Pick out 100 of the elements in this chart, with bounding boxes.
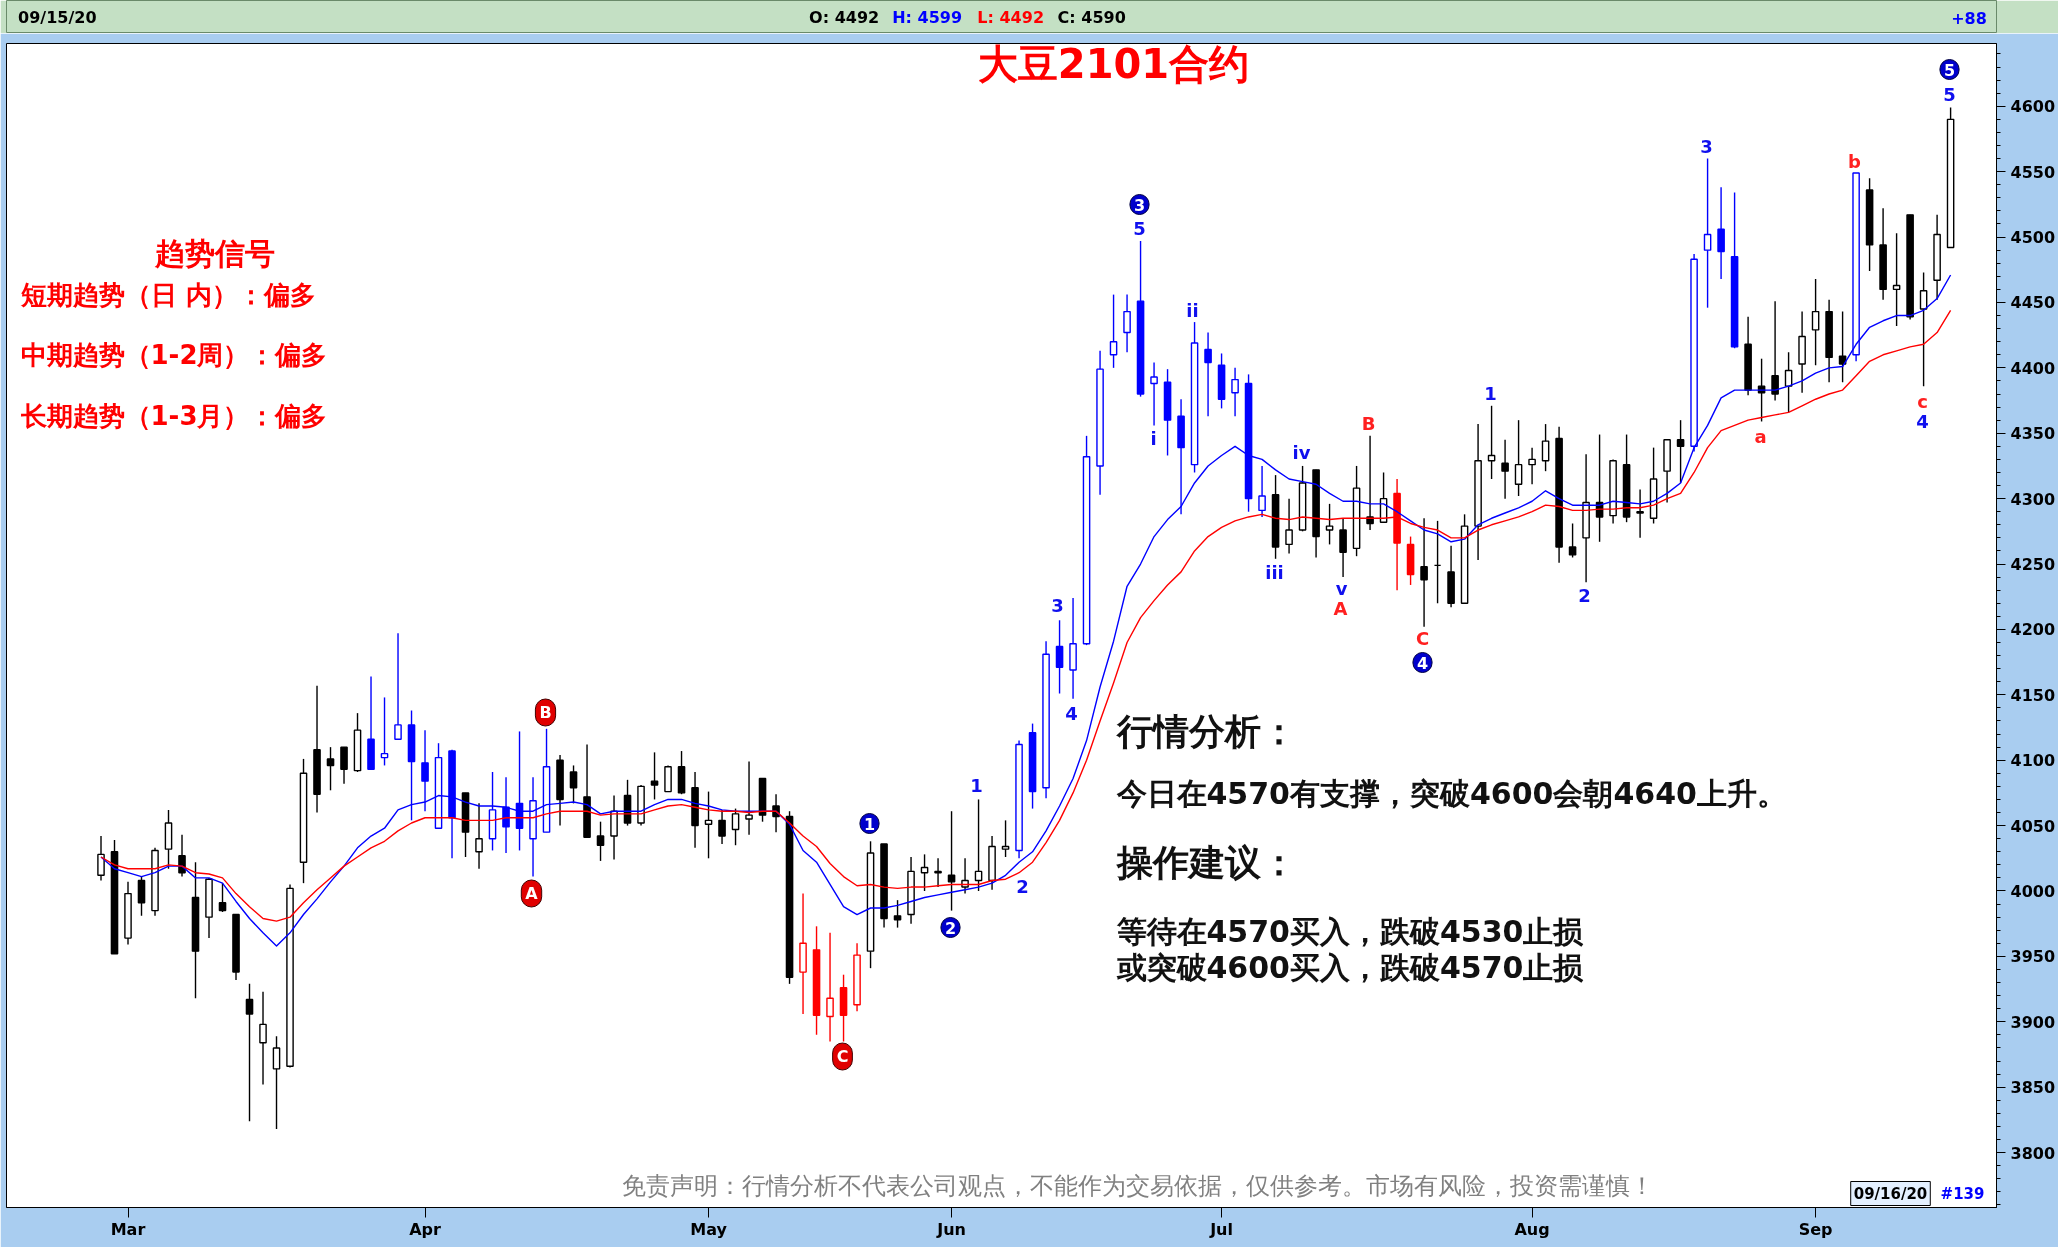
- annotation: 趋势信号: [153, 236, 275, 271]
- candlestick: [1568, 522, 1577, 559]
- candlestick: [1771, 300, 1779, 402]
- x-tick-label: Jun: [936, 1219, 966, 1239]
- candlestick: [1636, 488, 1644, 539]
- candlestick: [1528, 446, 1536, 485]
- candlestick: [394, 632, 402, 740]
- annotation: 2: [1578, 585, 1591, 606]
- text: O: 4492: [809, 8, 880, 27]
- annotation: c: [1917, 391, 1928, 412]
- annotation: 5: [1943, 84, 1956, 105]
- candlestick: [272, 1035, 281, 1130]
- candlestick: [1055, 619, 1064, 695]
- candlestick: [1811, 278, 1820, 366]
- candlestick: [974, 798, 983, 892]
- candlestick: [1204, 331, 1212, 417]
- candlestick: [1231, 367, 1239, 417]
- annotation: #139: [1940, 1184, 1985, 1203]
- y-tick-label: 4550: [2010, 162, 2056, 182]
- text: C: 4590: [1057, 8, 1126, 27]
- annotation: a: [1754, 426, 1767, 447]
- annotation: C: [1415, 628, 1430, 649]
- candlestick: [475, 802, 483, 870]
- y-tick-label: 4200: [2010, 620, 2056, 640]
- y-tick-label: 4450: [2010, 293, 2056, 313]
- candlestick: [1109, 293, 1118, 369]
- candlestick: [1892, 232, 1901, 327]
- x-tick-label: Aug: [1514, 1219, 1550, 1239]
- annotation: 3: [1133, 195, 1146, 215]
- candlestick: [745, 760, 753, 836]
- annotation: 3: [1700, 136, 1713, 157]
- text: 09/15/20: [18, 8, 97, 27]
- x-tick-label: May: [690, 1219, 728, 1239]
- y-tick-label: 4350: [2010, 424, 2056, 444]
- candlestick: [380, 696, 389, 767]
- annotation: 1: [970, 775, 983, 796]
- annotation: v: [1335, 578, 1348, 599]
- chart-title: 大豆2101合约: [977, 40, 1250, 87]
- annotation: 或突破4600买入，跌破4570止损: [1115, 950, 1585, 985]
- candlestick: [650, 751, 659, 801]
- annotation: 2: [1016, 876, 1029, 897]
- candlestick: [259, 991, 267, 1086]
- candlestick: [1285, 497, 1293, 555]
- candlestick: [961, 857, 969, 895]
- candlestick: [1123, 293, 1131, 353]
- candlestick: [1703, 157, 1712, 309]
- annotation: 中期趋势（1-2周）：偏多: [20, 339, 328, 370]
- candlestick: [704, 790, 713, 859]
- candlestick: [826, 932, 834, 1043]
- candlestick: [1919, 271, 1928, 387]
- annotation: 长期趋势（1-3月）：偏多: [19, 400, 328, 431]
- annotation: 免责声明：行情分析不代表公司观点，不能作为交易依据，仅供参考。市场有风险，投资需谨慎！: [621, 1171, 1654, 1200]
- annotation: A: [525, 884, 539, 903]
- annotation: 2: [944, 918, 957, 938]
- candlestick: [97, 835, 105, 882]
- annotation: b: [1848, 151, 1862, 172]
- text: +88: [1951, 8, 1987, 28]
- candlestick: [1676, 419, 1685, 484]
- candlestick: [1150, 361, 1158, 427]
- y-tick-label: 4600: [2010, 97, 2056, 117]
- x-tick-label: Jul: [1209, 1219, 1233, 1239]
- candlestick: [245, 983, 254, 1122]
- annotation: 操作建议：: [1115, 842, 1297, 883]
- y-tick-label: 3900: [2010, 1012, 2056, 1032]
- y-tick-label: 3800: [2010, 1143, 2056, 1163]
- candlestick: [772, 793, 780, 833]
- y-tick-label: 3950: [2010, 947, 2056, 967]
- candlestick: [596, 820, 605, 862]
- annotation: iii: [1265, 562, 1284, 583]
- candlestick: [340, 746, 348, 785]
- candlestick: [1339, 517, 1347, 578]
- y-tick-label: 4250: [2010, 555, 2056, 575]
- candlestick: [718, 809, 726, 845]
- text: H: 4599: [892, 8, 963, 27]
- annotation: 1: [1484, 383, 1497, 404]
- candlestick: [1420, 517, 1428, 628]
- candlestick: [1838, 310, 1847, 383]
- candlestick: [218, 882, 227, 913]
- y-tick-label: 3850: [2010, 1078, 2056, 1098]
- candlestick: [893, 899, 902, 929]
- y-tick-label: 4150: [2010, 685, 2056, 705]
- candlestick: [947, 810, 956, 912]
- annotation: 09/16/20: [1853, 1184, 1928, 1203]
- candlestick: [1325, 503, 1334, 546]
- annotation: 3: [1051, 595, 1064, 616]
- y-tick-label: 4100: [2010, 751, 2056, 771]
- annotation: iv: [1292, 442, 1311, 463]
- candlestick: [1501, 439, 1509, 500]
- candlestick: [178, 834, 186, 878]
- candlestick: [1258, 465, 1266, 518]
- annotation: B: [1361, 413, 1376, 434]
- annotation: 1: [863, 814, 876, 834]
- annotation: 今日在4570有支撑，突破4600会朝4640上升。: [1115, 776, 1787, 811]
- annotation: 4: [1416, 653, 1429, 673]
- annotation: 短期趋势（日 内）：偏多: [19, 279, 316, 310]
- y-tick-label: 4300: [2010, 489, 2056, 509]
- x-tick-label: Mar: [110, 1219, 146, 1239]
- y-tick-label: 4050: [2010, 816, 2056, 836]
- candlestick: [326, 746, 335, 791]
- candlestick: [1001, 819, 1010, 858]
